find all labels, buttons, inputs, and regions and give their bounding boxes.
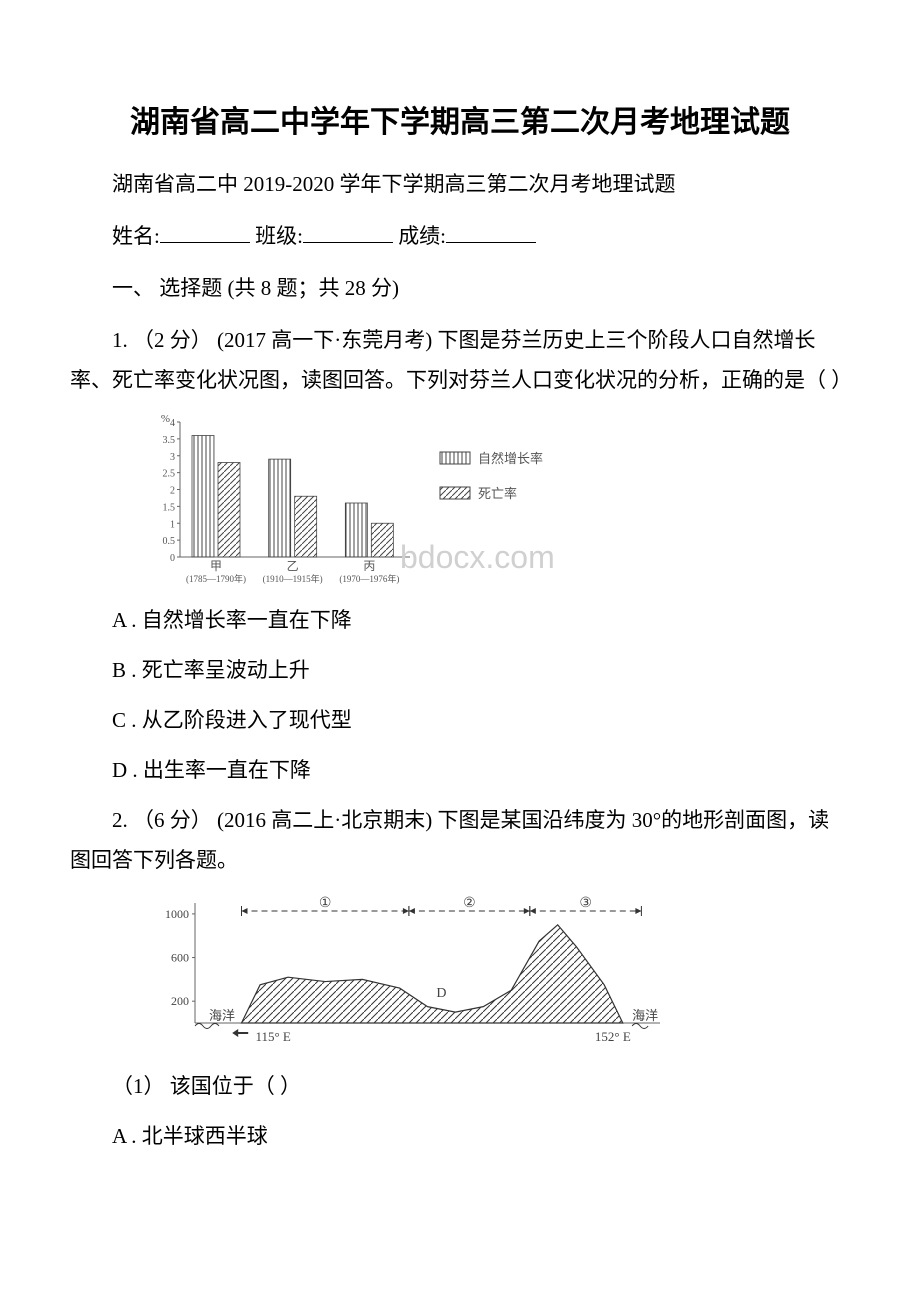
q2-sub1: （1） 该国位于（ ） [70, 1067, 850, 1107]
svg-text:1: 1 [170, 520, 175, 531]
svg-text:200: 200 [171, 994, 189, 1008]
name-blank [160, 218, 250, 243]
svg-text:2: 2 [170, 486, 175, 497]
svg-text:③: ③ [579, 896, 592, 911]
svg-text:甲: 甲 [210, 559, 222, 573]
q1-text: 1. （2 分） (2017 高一下·东莞月考) 下图是芬兰历史上三个阶段人口自… [70, 321, 850, 401]
svg-text:%: % [161, 413, 170, 425]
svg-text:D: D [436, 986, 446, 1001]
svg-text:115° E: 115° E [255, 1029, 290, 1044]
svg-text:152° E: 152° E [595, 1029, 631, 1044]
svg-text:4: 4 [170, 418, 175, 429]
page-title: 湖南省高二中学年下学期高三第二次月考地理试题 [70, 100, 850, 145]
svg-text:②: ② [463, 896, 476, 911]
svg-text:自然增长率: 自然增长率 [478, 451, 543, 466]
svg-text:海洋: 海洋 [209, 1008, 235, 1023]
svg-text:丙: 丙 [363, 559, 375, 573]
svg-text:死亡率: 死亡率 [478, 486, 517, 501]
svg-text:海洋: 海洋 [632, 1008, 658, 1023]
class-label: 班级: [255, 224, 303, 248]
q2-opt-a: A . 北半球西半球 [70, 1117, 850, 1157]
svg-text:3: 3 [170, 452, 175, 463]
svg-text:2.5: 2.5 [163, 469, 176, 480]
q1-option-d: D . 出生率一直在下降 [70, 751, 850, 791]
score-blank [446, 218, 536, 243]
class-blank [303, 218, 393, 243]
name-label: 姓名: [112, 224, 160, 248]
q1-option-b: B . 死亡率呈波动上升 [70, 651, 850, 691]
svg-text:0: 0 [170, 553, 175, 564]
svg-text:①: ① [319, 896, 332, 911]
q1-bar-chart: % 0 0.5 1 1.5 2 2.5 3 3.5 4 甲(1785—1790年) 乙(1910—19… [140, 412, 620, 587]
q2-chart-container: 200 600 1000 海洋 海洋 115° E 152° E ① ② ③ D [140, 893, 850, 1053]
svg-text:(1785—1790年): (1785—1790年) [186, 573, 246, 584]
score-label: 成绩: [398, 224, 446, 248]
svg-text:1000: 1000 [165, 907, 189, 921]
svg-text:0.5: 0.5 [163, 537, 176, 548]
q2-profile-chart: 200 600 1000 海洋 海洋 115° E 152° E ① ② ③ D [140, 893, 700, 1053]
svg-text:600: 600 [171, 950, 189, 964]
svg-text:(1970—1976年): (1970—1976年) [339, 573, 399, 584]
subtitle: 湖南省高二中 2019-2020 学年下学期高三第二次月考地理试题 [70, 165, 850, 205]
section-header: 一、 选择题 (共 8 题；共 28 分) [70, 269, 850, 309]
svg-text:1.5: 1.5 [163, 503, 176, 514]
q2-text: 2. （6 分） (2016 高二上·北京期末) 下图是某国沿纬度为 30°的地… [70, 801, 850, 881]
svg-text:(1910—1915年): (1910—1915年) [263, 573, 323, 584]
form-line: 姓名: 班级: 成绩: [70, 217, 850, 257]
q1-option-c: C . 从乙阶段进入了现代型 [70, 701, 850, 741]
svg-text:乙: 乙 [287, 559, 299, 573]
q1-option-a: A . 自然增长率一直在下降 [70, 601, 850, 641]
q1-chart-container: % 0 0.5 1 1.5 2 2.5 3 3.5 4 甲(1785—1790年) 乙(1910—19… [140, 412, 850, 587]
svg-text:3.5: 3.5 [163, 435, 176, 446]
